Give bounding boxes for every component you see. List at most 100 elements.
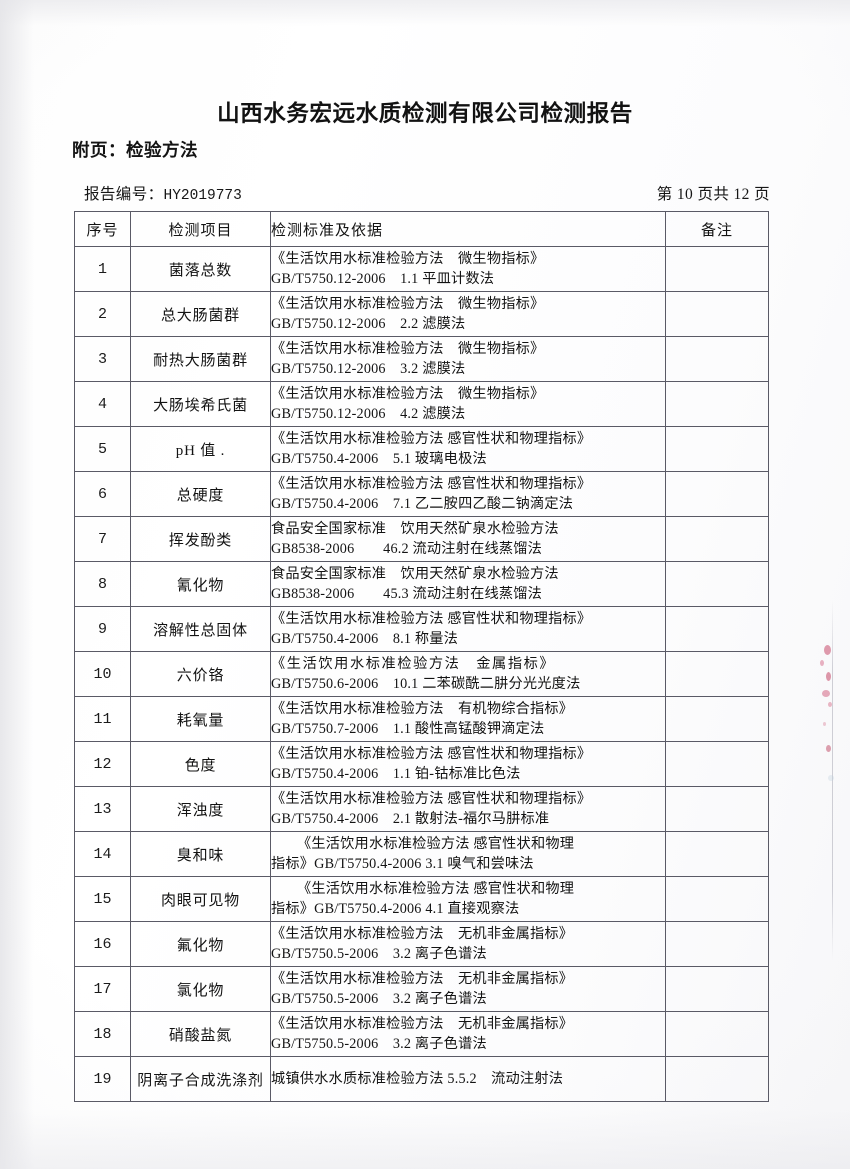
table-row: 1 菌落总数 《生活饮用水标准检验方法 微生物指标》 GB/T5750.12-2006… [74, 246, 769, 292]
cell-standard-basis: 《生活饮用水标准检验方法 有机物综合指标》 GB/T5750.7-2006 1.1… [270, 696, 666, 742]
cell-remark [665, 381, 769, 427]
table-row: 5 pH 值 . 《生活饮用水标准检验方法 感官性状和物理指标》 GB/T5750.4… [74, 426, 769, 472]
standard-line-1: 《生活饮用水标准检验方法 感官性状和物理指标》 [271, 610, 592, 627]
report-number: 报告编号：HY2019773 [84, 182, 242, 204]
standard-line-2: GB/T5750.12-2006 4.2 滤膜法 [271, 406, 466, 422]
cell-test-item: 总大肠菌群 [130, 291, 271, 337]
table-row: 15 肉眼可见物 《生活饮用水标准检验方法 感官性状和物理 指标》GB/T5750.4… [74, 876, 769, 922]
scan-artifact-fleck [822, 690, 830, 697]
cell-standard-basis: 食品安全国家标准 饮用天然矿泉水检验方法 GB8538-2006 45.3 流动注… [270, 561, 666, 607]
standard-line-2: GB/T5750.5-2006 3.2 离子色谱法 [271, 1036, 487, 1052]
standard-line-1: 食品安全国家标准 饮用天然矿泉水检验方法 [271, 565, 559, 582]
cell-standard-basis: 《生活饮用水标准检验方法 无机非金属指标》 GB/T5750.5-2006 3.2… [270, 1011, 666, 1057]
cell-remark [665, 876, 769, 922]
table-row: 16 氟化物 《生活饮用水标准检验方法 无机非金属指标》 GB/T5750.5-200… [74, 921, 769, 967]
column-header-no: 序号 [74, 211, 131, 247]
cell-test-item: 氰化物 [130, 561, 271, 607]
cell-remark [665, 1056, 769, 1102]
standard-line-1: 《生活饮用水标准检验方法 微生物指标》 [271, 340, 545, 357]
standard-line-2: GB/T5750.12-2006 2.2 滤膜法 [271, 316, 466, 332]
cell-test-item: 总硬度 [130, 471, 271, 517]
cell-remark [665, 471, 769, 517]
standard-line-1: 城镇供水水质标准检验方法 5.5.2 流动注射法 [271, 1070, 564, 1087]
standard-line-1: 《生活饮用水标准检验方法 感官性状和物理指标》 [271, 745, 592, 762]
cell-standard-basis: 《生活饮用水标准检验方法 无机非金属指标》 GB/T5750.5-2006 3.2… [270, 966, 666, 1012]
cell-standard-basis: 《生活饮用水标准检验方法 微生物指标》 GB/T5750.12-2006 4.2 … [270, 381, 666, 427]
cell-standard-basis: 《生活饮用水标准检验方法 感官性状和物理指标》 GB/T5750.4-2006 7… [270, 471, 666, 517]
cell-remark [665, 246, 769, 292]
cell-test-item: 菌落总数 [130, 246, 271, 292]
cell-standard-basis: 城镇供水水质标准检验方法 5.5.2 流动注射法 [270, 1056, 666, 1102]
scan-artifact-fleck [820, 660, 824, 666]
methods-table: 序号 检测项目 检测标准及依据 备注 1 菌落总数 《生活饮用水标准检验方法 微生物… [74, 211, 769, 1102]
page-title: 山西水务宏远水质检测有限公司检测报告 [217, 101, 633, 126]
standard-line-2: GB8538-2006 45.3 流动注射在线蒸馏法 [271, 586, 543, 602]
cell-row-number: 11 [74, 696, 131, 742]
cell-row-number: 1 [74, 246, 131, 292]
cell-remark [665, 606, 769, 652]
standard-line-1: 《生活饮用水标准检验方法 无机非金属指标》 [271, 970, 574, 987]
cell-test-item: 色度 [130, 741, 271, 787]
table-row: 11 耗氧量 《生活饮用水标准检验方法 有机物综合指标》 GB/T5750.7-200… [74, 696, 769, 742]
cell-row-number: 8 [74, 561, 131, 607]
standard-line-2: GB/T5750.5-2006 3.2 离子色谱法 [271, 946, 487, 962]
standard-line-2: GB8538-2006 46.2 流动注射在线蒸馏法 [271, 541, 543, 557]
standard-line-1: 《生活饮用水标准检验方法 金属指标》 [271, 655, 556, 672]
standard-line-2: GB/T5750.4-2006 5.1 玻璃电极法 [271, 451, 487, 467]
standard-line-1: 食品安全国家标准 饮用天然矿泉水检验方法 [271, 520, 559, 537]
cell-row-number: 9 [74, 606, 131, 652]
standard-line-2: GB/T5750.12-2006 3.2 滤膜法 [271, 361, 466, 377]
cell-test-item: 臭和味 [130, 831, 271, 877]
standard-line-2: GB/T5750.5-2006 3.2 离子色谱法 [271, 991, 487, 1007]
cell-row-number: 18 [74, 1011, 131, 1057]
standard-line-1: 《生活饮用水标准检验方法 感官性状和物理 [297, 835, 575, 852]
cell-row-number: 17 [74, 966, 131, 1012]
table-row: 9 溶解性总固体 《生活饮用水标准检验方法 感官性状和物理指标》 GB/T5750.4… [74, 606, 769, 652]
scan-artifact-fleck [823, 722, 826, 726]
cell-remark [665, 291, 769, 337]
standard-line-2: 指标》GB/T5750.4-2006 4.1 直接观察法 [271, 901, 520, 917]
cell-remark [665, 516, 769, 562]
cell-remark [665, 741, 769, 787]
page-indicator: 第 10 页共 12 页 [656, 186, 770, 203]
standard-line-1: 《生活饮用水标准检验方法 微生物指标》 [271, 385, 545, 402]
table-row: 14 臭和味 《生活饮用水标准检验方法 感官性状和物理 指标》GB/T5750.4-2… [74, 831, 769, 877]
cell-standard-basis: 《生活饮用水标准检验方法 微生物指标》 GB/T5750.12-2006 3.2 … [270, 336, 666, 382]
table-row: 13 浑浊度 《生活饮用水标准检验方法 感官性状和物理指标》 GB/T5750.4-2… [74, 786, 769, 832]
cell-standard-basis: 《生活饮用水标准检验方法 感官性状和物理指标》 GB/T5750.4-2006 8… [270, 606, 666, 652]
cell-test-item: 挥发酚类 [130, 516, 271, 562]
cell-remark [665, 696, 769, 742]
cell-row-number: 16 [74, 921, 131, 967]
cell-standard-basis: 《生活饮用水标准检验方法 无机非金属指标》 GB/T5750.5-2006 3.2… [270, 921, 666, 967]
cell-remark [665, 561, 769, 607]
report-meta-row: 报告编号：HY2019773 第 10 页共 12 页 [84, 182, 770, 204]
standard-line-1: 《生活饮用水标准检验方法 感官性状和物理指标》 [271, 475, 592, 492]
scan-artifact-fleck [828, 702, 832, 707]
standard-line-1: 《生活饮用水标准检验方法 有机物综合指标》 [271, 700, 574, 717]
table-row: 19 阴离子合成洗涤剂 城镇供水水质标准检验方法 5.5.2 流动注射法 [74, 1056, 769, 1102]
standard-line-1: 《生活饮用水标准检验方法 感官性状和物理指标》 [271, 430, 592, 447]
cell-test-item: 耐热大肠菌群 [130, 336, 271, 382]
cell-standard-basis: 《生活饮用水标准检验方法 微生物指标》 GB/T5750.12-2006 2.2 … [270, 291, 666, 337]
table-header-row: 序号 检测项目 检测标准及依据 备注 [74, 211, 769, 247]
cell-row-number: 19 [74, 1056, 131, 1102]
scan-artifact-fleck [826, 745, 831, 752]
scan-artifact-fleck [826, 672, 831, 681]
table-row: 18 硝酸盐氮 《生活饮用水标准检验方法 无机非金属指标》 GB/T5750.5-20… [74, 1011, 769, 1057]
cell-test-item: 氯化物 [130, 966, 271, 1012]
cell-row-number: 2 [74, 291, 131, 337]
cell-test-item: 肉眼可见物 [130, 876, 271, 922]
cell-test-item: 大肠埃希氏菌 [130, 381, 271, 427]
standard-line-1: 《生活饮用水标准检验方法 感官性状和物理 [297, 880, 575, 897]
cell-remark [665, 426, 769, 472]
standard-line-2: GB/T5750.4-2006 7.1 乙二胺四乙酸二钠滴定法 [271, 496, 574, 512]
standard-line-2: 指标》GB/T5750.4-2006 3.1 嗅气和尝味法 [271, 856, 534, 872]
scan-artifact-fleck [828, 775, 834, 781]
cell-test-item: 六价铬 [130, 651, 271, 697]
cell-standard-basis: 《生活饮用水标准检验方法 感官性状和物理指标》 GB/T5750.4-2006 2… [270, 786, 666, 832]
table-row: 6 总硬度 《生活饮用水标准检验方法 感官性状和物理指标》 GB/T5750.4-20… [74, 471, 769, 517]
report-number-label: 报告编号： [84, 186, 164, 203]
table-row: 2 总大肠菌群 《生活饮用水标准检验方法 微生物指标》 GB/T5750.12-200… [74, 291, 769, 337]
table-body: 1 菌落总数 《生活饮用水标准检验方法 微生物指标》 GB/T5750.12-2006… [74, 246, 769, 1102]
standard-line-2: GB/T5750.6-2006 10.1 二苯碳酰二肼分光光度法 [271, 676, 581, 692]
